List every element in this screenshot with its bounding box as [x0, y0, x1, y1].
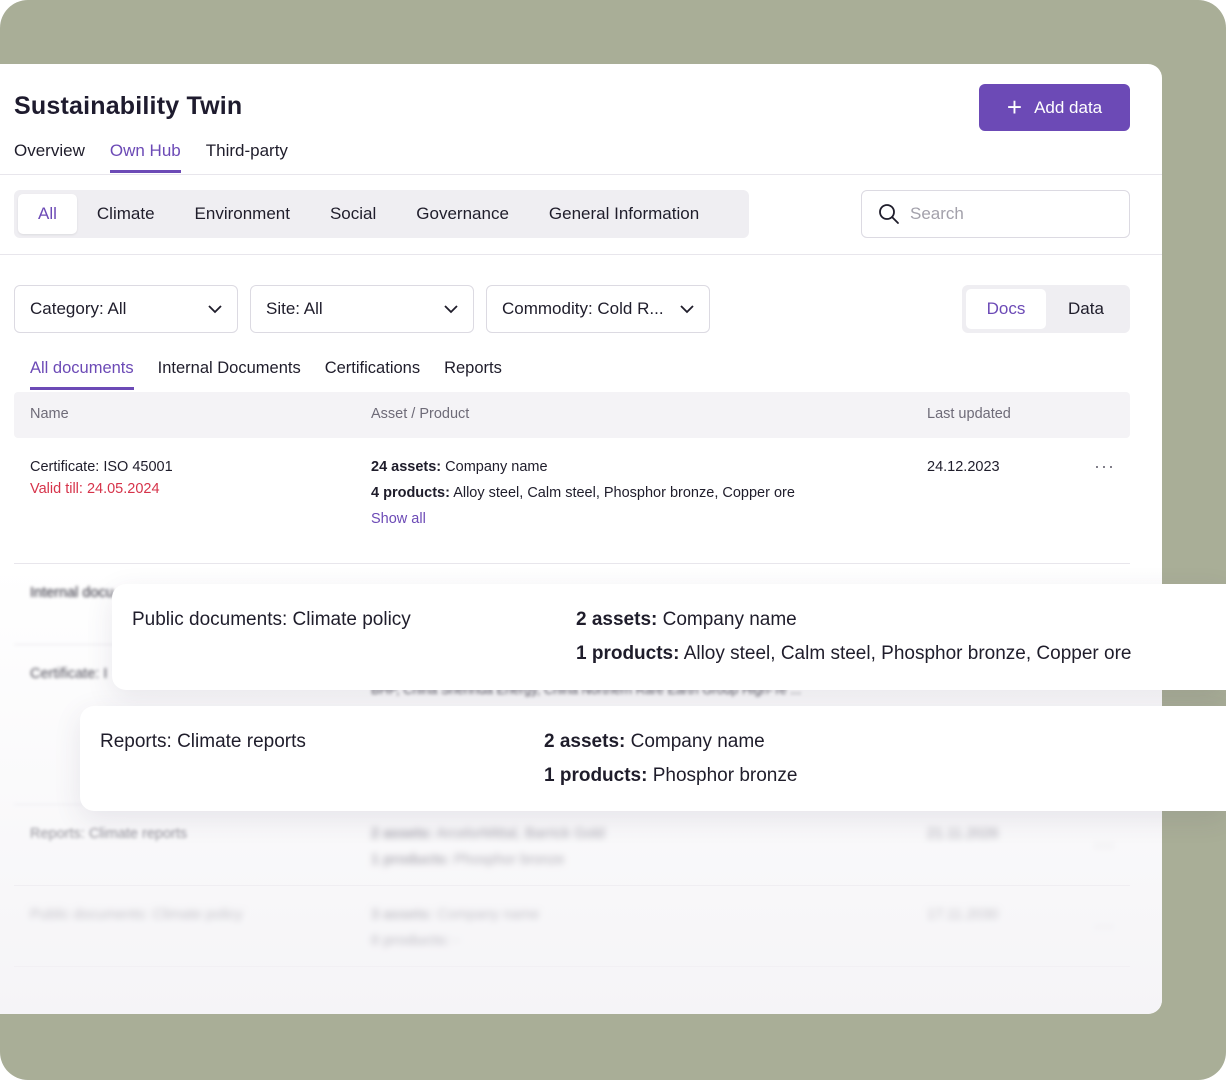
- main-panel: Sustainability Twin + Add data Overview …: [0, 64, 1162, 1014]
- row-name-cell: Public documents: Climate policy: [30, 902, 243, 928]
- table-row[interactable]: Certificate: ISO 45001 Valid till: 24.05…: [14, 438, 1130, 564]
- chevron-down-icon: [680, 305, 694, 314]
- last-updated-date: 21.11.2026: [927, 826, 999, 842]
- more-icon[interactable]: ···: [1094, 456, 1115, 476]
- document-name: Public documents: Climate policy: [30, 907, 243, 923]
- header-name: Name: [30, 406, 69, 422]
- products-value: -: [453, 933, 459, 949]
- callout-assets-count: 2 assets:: [544, 731, 626, 752]
- callout-assets-value: Company name: [662, 609, 797, 630]
- products-count: 0 products:: [371, 933, 450, 949]
- products-count: 1 products:: [371, 852, 450, 868]
- assets-count: 3 assets:: [371, 907, 434, 923]
- show-all-link[interactable]: Show all: [371, 511, 426, 527]
- category-tab-all[interactable]: All: [18, 194, 77, 234]
- validity-date: Valid till: 24.05.2024: [30, 481, 160, 497]
- assets-value: Company name: [437, 907, 540, 923]
- toggle-docs[interactable]: Docs: [966, 289, 1046, 329]
- callout-assets-count: 2 assets:: [576, 609, 658, 630]
- document-name: Certificate: ISO 45001: [30, 459, 173, 475]
- tab-third-party[interactable]: Third-party: [205, 141, 288, 160]
- category-tab-social[interactable]: Social: [329, 204, 377, 223]
- callout-assets-value: Company name: [630, 731, 765, 752]
- category-tabs: All Climate Environment Social Governanc…: [14, 190, 749, 238]
- page-title: Sustainability Twin: [14, 92, 243, 120]
- assets-count: 24 assets:: [371, 459, 442, 475]
- search-icon: [879, 204, 899, 224]
- table-row[interactable]: Public documents: Climate policy 3 asset…: [14, 886, 1130, 967]
- top-tabs: Overview Own Hub Third-party: [14, 141, 288, 173]
- document-tabs: All documents Internal Documents Certifi…: [30, 359, 502, 390]
- row-updated-cell: 17.11.2030: [927, 902, 999, 928]
- category-filter-label: Category: All: [30, 299, 127, 318]
- doc-tab-reports[interactable]: Reports: [444, 359, 502, 377]
- site-filter[interactable]: Site: All: [250, 285, 474, 333]
- row-name-cell: Certificate: I: [30, 661, 107, 687]
- chevron-down-icon: [444, 305, 458, 314]
- products-value: Phosphor bronze: [453, 852, 565, 868]
- category-tab-environment[interactable]: Environment: [194, 204, 290, 223]
- table-header: Name Asset / Product Last updated: [14, 392, 1130, 438]
- callout-card[interactable]: Reports: Climate reports 2 assets: Compa…: [80, 706, 1226, 811]
- doc-tab-all-documents[interactable]: All documents: [30, 359, 134, 390]
- toggle-data[interactable]: Data: [1068, 299, 1104, 318]
- add-data-label: Add data: [1034, 97, 1103, 117]
- doc-tab-certifications[interactable]: Certifications: [324, 359, 421, 377]
- toolbar-divider: [0, 254, 1162, 255]
- document-name: Reports: Climate reports: [30, 826, 188, 842]
- more-icon[interactable]: ···: [1094, 835, 1115, 855]
- row-name-cell: Reports: Climate reports: [30, 821, 187, 847]
- tab-overview[interactable]: Overview: [14, 141, 85, 160]
- search-box[interactable]: [861, 190, 1130, 238]
- row-asset-cell: 24 assets: Company name 4 products: Allo…: [371, 454, 795, 532]
- assets-value: Company name: [445, 459, 548, 475]
- last-updated-date: 24.12.2023: [927, 459, 1000, 475]
- header-last-updated: Last updated: [927, 406, 1011, 422]
- category-tab-governance[interactable]: Governance: [416, 204, 509, 223]
- chevron-down-icon: [208, 305, 222, 314]
- table-row[interactable]: Reports: Climate reports 2 assets: Arcel…: [14, 805, 1130, 886]
- assets-count: 2 assets:: [371, 826, 434, 842]
- row-updated-cell: 21.11.2026: [927, 821, 999, 847]
- row-asset-cell: 2 assets: ArcelorMittal, Barrick Gold 1 …: [371, 821, 605, 873]
- callout-products-value: Alloy steel, Calm steel, Phosphor bronze…: [683, 643, 1132, 664]
- site-filter-label: Site: All: [266, 299, 323, 318]
- callout-products-count: 1 products:: [576, 643, 680, 664]
- callout-document-name: Reports: Climate reports: [100, 731, 306, 752]
- callout-document-name: Public documents: Climate policy: [132, 609, 411, 630]
- callout-products-value: Phosphor bronze: [652, 765, 798, 786]
- products-value: Alloy steel, Calm steel, Phosphor bronze…: [453, 485, 795, 501]
- last-updated-date: 17.11.2030: [927, 907, 999, 923]
- row-name-cell: Certificate: ISO 45001 Valid till: 24.05…: [30, 454, 173, 498]
- assets-value: ArcelorMittal, Barrick Gold: [436, 826, 605, 842]
- view-toggle: Docs Data: [962, 285, 1130, 333]
- more-icon[interactable]: ···: [1094, 916, 1115, 936]
- document-name: Certificate: I: [30, 666, 108, 682]
- row-updated-cell: 24.12.2023: [927, 454, 1000, 480]
- callout-card[interactable]: Public documents: Climate policy 2 asset…: [112, 584, 1226, 690]
- add-data-button[interactable]: + Add data: [979, 84, 1130, 131]
- tab-own-hub[interactable]: Own Hub: [109, 141, 181, 173]
- category-filter[interactable]: Category: All: [14, 285, 238, 333]
- row-name-cell: Internal docu: [30, 580, 114, 606]
- search-input[interactable]: [910, 204, 1110, 224]
- category-tab-general-information[interactable]: General Information: [548, 204, 700, 223]
- doc-tab-internal-documents[interactable]: Internal Documents: [157, 359, 301, 377]
- header-divider: [0, 174, 1162, 175]
- products-count: 4 products:: [371, 485, 450, 501]
- plus-icon: +: [1006, 91, 1023, 122]
- header-asset-product: Asset / Product: [371, 406, 470, 422]
- document-name: Internal docu: [30, 585, 114, 601]
- commodity-filter-label: Commodity: Cold R...: [502, 299, 664, 318]
- commodity-filter[interactable]: Commodity: Cold R...: [486, 285, 710, 333]
- callout-products-count: 1 products:: [544, 765, 648, 786]
- row-asset-cell: 3 assets: Company name 0 products: -: [371, 902, 539, 954]
- category-tab-climate[interactable]: Climate: [96, 204, 155, 223]
